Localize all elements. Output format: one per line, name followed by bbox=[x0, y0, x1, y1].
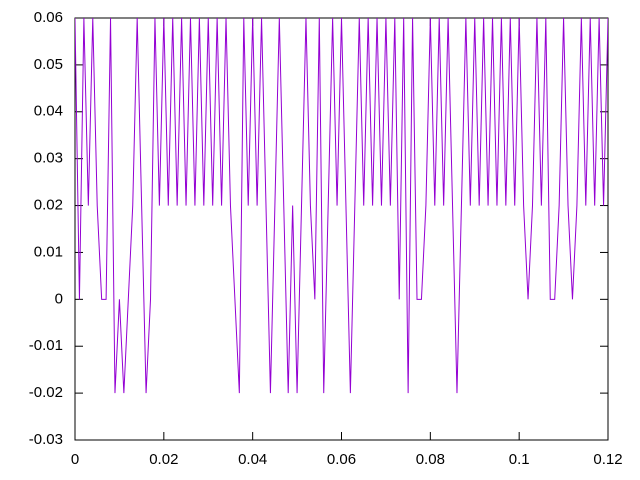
y-tick-label: -0.02 bbox=[29, 384, 63, 401]
y-tick-label: -0.01 bbox=[29, 337, 63, 354]
y-tick-label: 0.05 bbox=[34, 56, 63, 73]
y-tick-label: 0.03 bbox=[34, 150, 63, 167]
y-tick-label: 0.06 bbox=[34, 9, 63, 26]
x-tick-label: 0.06 bbox=[327, 451, 356, 468]
x-tick-label: 0 bbox=[71, 451, 79, 468]
data-line bbox=[75, 18, 608, 394]
y-tick-label: 0.04 bbox=[34, 103, 63, 120]
x-tick-label: 0.12 bbox=[593, 451, 622, 468]
x-tick-label: 0.08 bbox=[416, 451, 445, 468]
plot-border bbox=[74, 17, 609, 441]
y-tick-label: 0.01 bbox=[34, 243, 63, 260]
x-tick-label: 0.04 bbox=[238, 451, 267, 468]
y-tick-label: 0.02 bbox=[34, 197, 63, 214]
y-tick-label: -0.03 bbox=[29, 431, 63, 448]
y-tick-label: 0 bbox=[55, 290, 63, 307]
x-tick-label: 0.1 bbox=[509, 451, 530, 468]
x-tick-label: 0.02 bbox=[149, 451, 178, 468]
